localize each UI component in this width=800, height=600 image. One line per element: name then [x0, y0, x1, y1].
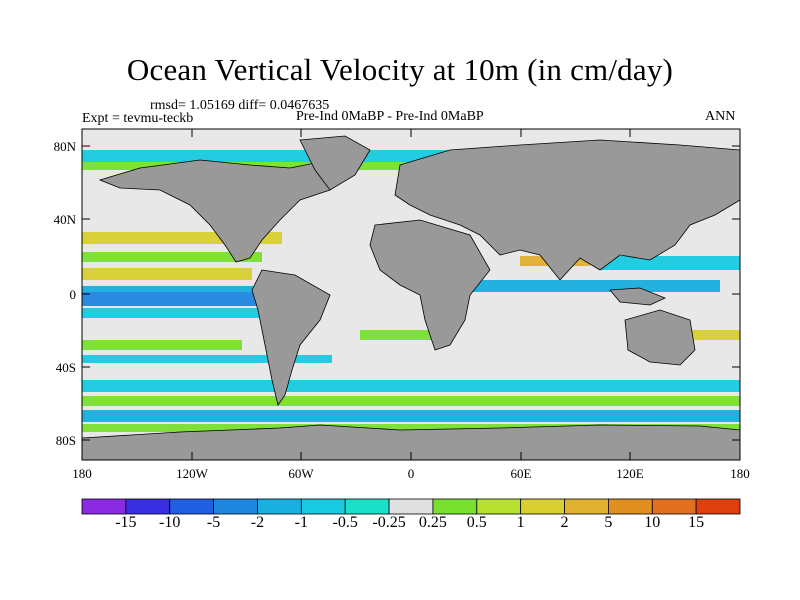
lat-label-40s: 40S — [55, 360, 76, 375]
colorbar-label: -5 — [206, 514, 221, 531]
colorbar-swatch — [169, 498, 215, 515]
colorbar-label: 0.25 — [418, 514, 447, 531]
colorbar-label: 2 — [560, 514, 569, 531]
colorbar — [81, 498, 741, 515]
colorbar-label: -0.5 — [332, 514, 358, 531]
australia — [624, 309, 696, 366]
colorbar-swatch — [213, 498, 258, 515]
colorbar-label: 15 — [688, 514, 705, 531]
colorbar-swatch — [564, 498, 609, 515]
land-masses — [82, 135, 740, 460]
colorbar-swatch — [520, 498, 565, 515]
lon-label-120w: 120W — [176, 466, 208, 481]
lat-label-0: 0 — [69, 287, 77, 302]
colorbar-label: -1 — [294, 514, 308, 531]
africa — [369, 219, 491, 351]
colorbar-swatch — [257, 498, 302, 515]
colorbar-swatch — [695, 498, 741, 515]
colorbar-swatch — [300, 498, 346, 515]
lat-label-40n: 40N — [53, 212, 76, 227]
colorbar-label: -15 — [115, 514, 137, 531]
colorbar-swatch — [608, 498, 653, 515]
lon-label-60e: 60E — [510, 466, 532, 481]
colorbar-swatch — [476, 498, 522, 515]
lon-label-60w: 60W — [288, 466, 314, 481]
axis-ticks — [82, 129, 740, 460]
colorbar-swatch — [125, 498, 171, 515]
lon-label-180e: 180 — [730, 466, 750, 481]
lat-label-80n: 80N — [53, 139, 76, 154]
colorbar-label: 0.5 — [466, 514, 487, 531]
lon-label-0: 0 — [407, 466, 415, 481]
colorbar-label: -0.25 — [372, 514, 406, 531]
colorbar-label: 1 — [516, 514, 525, 531]
colorbar-label: -10 — [159, 514, 181, 531]
indonesia — [609, 287, 667, 306]
colorbar-label: 10 — [644, 514, 661, 531]
antarctica — [82, 424, 740, 460]
colorbar-swatch — [81, 498, 127, 515]
greenland — [299, 135, 371, 191]
north-america — [98, 159, 351, 263]
lat-label-80s: 80S — [55, 433, 76, 448]
map-title: Ocean Vertical Velocity at 10m (in cm/da… — [126, 52, 674, 87]
colorbar-swatch — [651, 498, 697, 515]
south-america — [251, 269, 331, 406]
colorbar-swatch — [388, 498, 434, 515]
colorbar-label: -2 — [250, 514, 265, 531]
colorbar-label: 5 — [604, 514, 613, 531]
colorbar-swatch — [432, 498, 478, 515]
experiment-label: Expt = tevmu-teckb — [82, 111, 194, 126]
colorbar-swatch — [344, 498, 390, 515]
lon-label-120e: 120E — [616, 466, 644, 481]
lon-label-180w: 180 — [72, 466, 92, 481]
season-label: ANN — [705, 109, 736, 124]
comparison-label: Pre-Ind 0MaBP - Pre-Ind 0MaBP — [296, 109, 484, 124]
stats-label: rmsd= 1.05169 diff= 0.0467635 — [150, 98, 330, 113]
eurasia — [394, 139, 740, 281]
